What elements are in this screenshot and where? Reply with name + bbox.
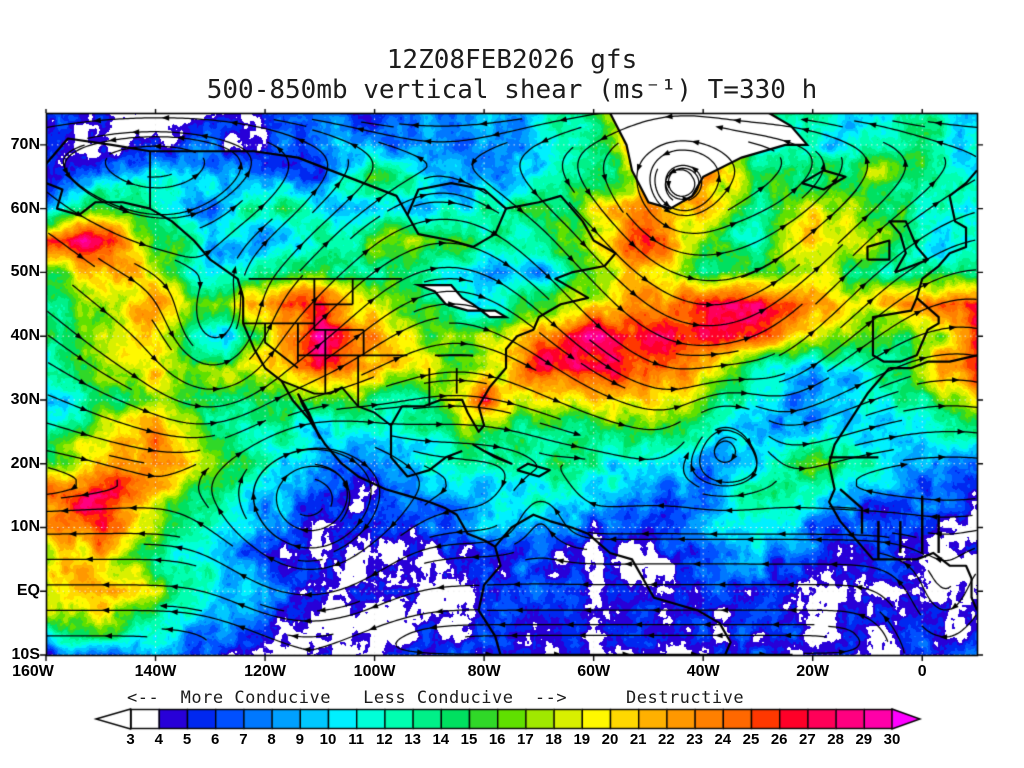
colorbar-tick-3: 3 — [126, 731, 135, 748]
colorbar-tick-12: 12 — [376, 731, 393, 748]
colorbar-tick-24: 24 — [714, 731, 732, 748]
page-title: 12Z08FEB2026 gfs — [386, 45, 638, 75]
colorbar-tick-5: 5 — [182, 731, 192, 748]
colorbar-tick-9: 9 — [295, 731, 304, 748]
colorbar-tick-29: 29 — [855, 731, 873, 748]
colorbar-destructive-label: Destructive — [626, 688, 745, 708]
lat-tick-label-40N: 40N — [10, 327, 40, 345]
colorbar-tick-28: 28 — [827, 731, 844, 748]
lon-tick-label-20W: 20W — [796, 663, 830, 680]
colorbar-tick-18: 18 — [545, 731, 562, 748]
colorbar-tick-17: 17 — [517, 731, 534, 748]
lon-tick-label-100W: 100W — [353, 663, 396, 680]
lat-tick-label-20N: 20N — [10, 454, 40, 472]
colorbar-tick-21: 21 — [629, 731, 647, 748]
lat-tick-label-10S: 10S — [11, 646, 40, 663]
colorbar-tick-6: 6 — [211, 731, 220, 748]
lat-tick-label-EQ: EQ — [16, 582, 40, 600]
colorbar-tick-10: 10 — [319, 731, 337, 748]
colorbar-tick-13: 13 — [404, 731, 421, 748]
lon-tick-label-120W: 120W — [244, 663, 286, 680]
lat-tick-label-60N: 60N — [10, 199, 40, 217]
colorbar-tick-15: 15 — [460, 731, 478, 748]
lon-tick-label-0: 0 — [917, 663, 927, 680]
colorbar-tick-11: 11 — [348, 731, 365, 748]
lat-tick-label-30N: 30N — [10, 390, 40, 408]
lat-tick-label-70N: 70N — [10, 135, 40, 153]
lon-tick-label-80W: 80W — [467, 663, 501, 680]
lon-tick-label-60W: 60W — [577, 663, 611, 680]
lat-tick-label-10N: 10N — [10, 518, 40, 536]
colorbar-tick-8: 8 — [267, 731, 276, 748]
lon-tick-label-160W: 160W — [12, 663, 54, 680]
colorbar-tick-20: 20 — [601, 731, 619, 748]
lon-tick-label-140W: 140W — [134, 663, 177, 680]
colorbar-tick-23: 23 — [686, 731, 703, 748]
colorbar-tick-22: 22 — [658, 731, 675, 748]
colorbar-tick-26: 26 — [770, 731, 788, 748]
colorbar-tick-4: 4 — [154, 731, 163, 748]
colorbar-tick-14: 14 — [432, 731, 450, 748]
colorbar-tick-30: 30 — [883, 731, 901, 748]
colorbar-tick-16: 16 — [488, 731, 506, 748]
colorbar-tick-27: 27 — [799, 731, 816, 748]
colorbar-tick-7: 7 — [239, 731, 248, 748]
lat-tick-label-50N: 50N — [10, 263, 40, 281]
page-subtitle: 500-850mb vertical shear (ms⁻¹) T=330 h — [206, 75, 818, 105]
lon-tick-label-40W: 40W — [686, 663, 720, 680]
colorbar-conducive-label: <-- More Conducive Less Conducive --> — [127, 688, 568, 708]
colorbar-tick-25: 25 — [742, 731, 760, 748]
colorbar-tick-19: 19 — [573, 731, 591, 748]
